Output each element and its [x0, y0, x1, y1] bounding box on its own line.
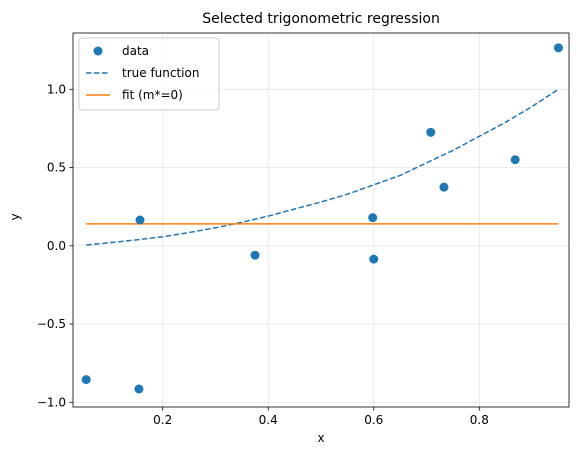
axis-ticks: 0.2 0.4 0.6 0.8 −1.0 −0.5 0.0 0.5 1.0	[37, 82, 489, 427]
y-tick-label: 0.0	[47, 239, 66, 253]
x-tick-label: 0.6	[364, 413, 383, 427]
data-point	[368, 213, 378, 223]
legend-label: data	[122, 44, 149, 58]
y-tick-label: 0.5	[47, 161, 66, 175]
legend-box	[78, 37, 220, 111]
legend: data true function fit (m*=0)	[78, 37, 220, 111]
data-point	[81, 375, 91, 385]
x-tick-label: 0.2	[153, 413, 172, 427]
y-tick-label: 1.0	[47, 82, 66, 96]
series-line-true-function	[86, 88, 559, 246]
data-point	[439, 182, 449, 192]
data-point	[250, 250, 260, 260]
x-axis-label: x	[317, 431, 324, 445]
chart-title: Selected trigonometric regression	[202, 11, 440, 27]
x-tick-label: 0.8	[470, 413, 489, 427]
data-point	[553, 43, 563, 53]
plot-frame	[72, 32, 570, 408]
y-tick-label: −0.5	[37, 317, 66, 331]
x-tick-label: 0.4	[259, 413, 278, 427]
legend-label: fit (m*=0)	[122, 88, 183, 102]
data-point	[135, 215, 145, 225]
data-point	[369, 254, 379, 264]
y-axis-label: y	[8, 213, 22, 220]
data-point	[426, 127, 436, 137]
legend-marker	[93, 46, 103, 56]
data-point	[510, 155, 520, 165]
legend-label: true function	[122, 66, 199, 80]
series	[81, 43, 563, 394]
y-tick-label: −1.0	[37, 395, 66, 409]
data-point	[134, 384, 144, 394]
